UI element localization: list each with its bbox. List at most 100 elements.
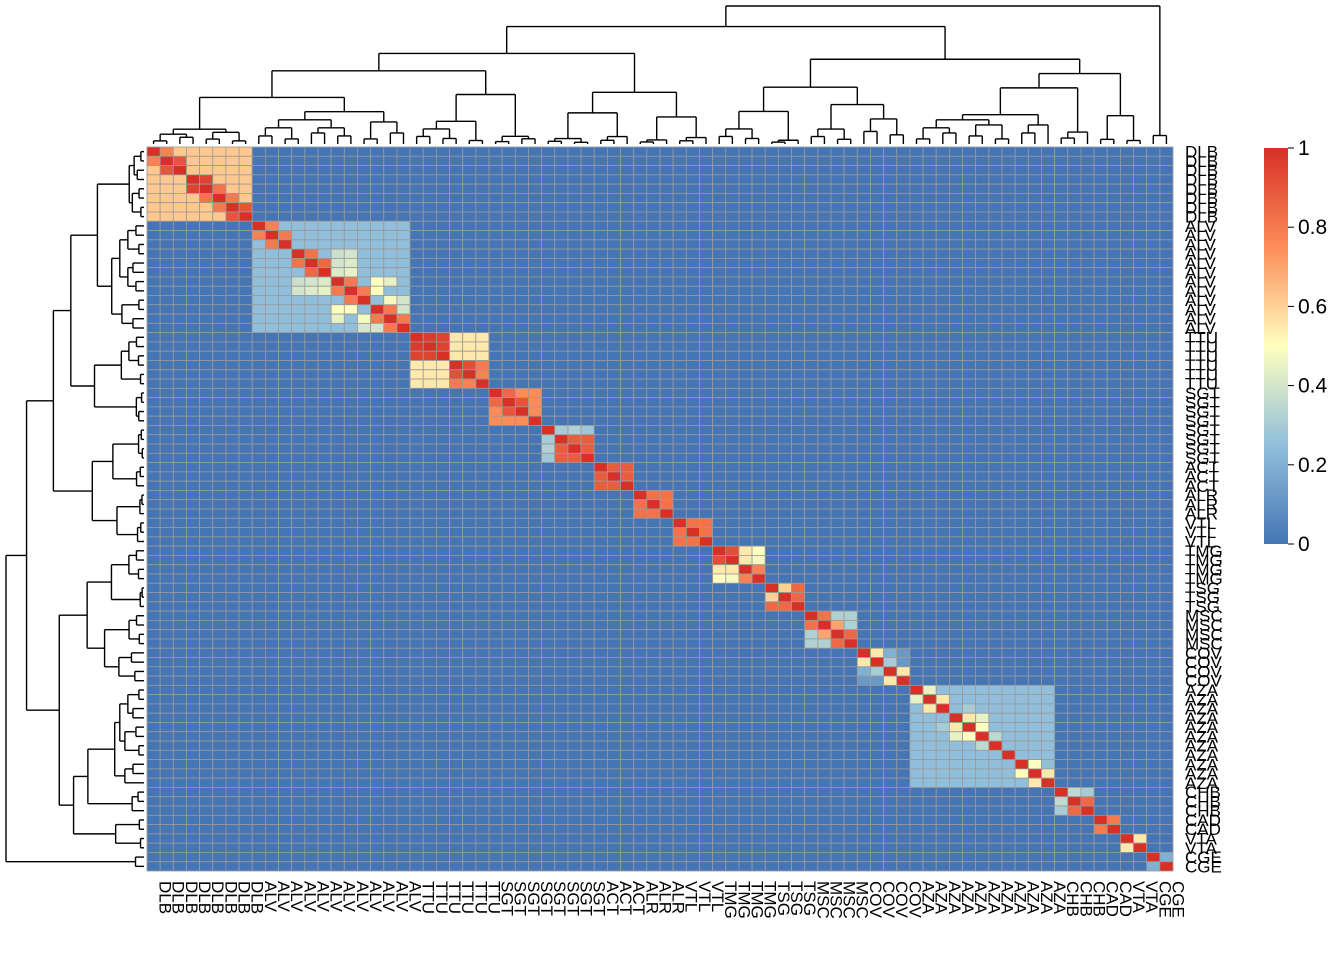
heatmap-cell xyxy=(1041,592,1056,603)
heatmap-cell xyxy=(409,183,424,194)
heatmap-cell xyxy=(449,239,464,250)
heatmap-cell xyxy=(804,332,819,343)
heatmap-cell xyxy=(777,230,792,241)
heatmap-cell xyxy=(1119,332,1134,343)
heatmap-cell xyxy=(1093,471,1108,482)
heatmap-cell xyxy=(1146,332,1161,343)
heatmap-cell xyxy=(225,536,240,547)
heatmap-cell xyxy=(751,165,766,176)
heatmap-cell xyxy=(1027,369,1042,380)
heatmap-cell xyxy=(738,573,753,584)
heatmap-cell xyxy=(409,350,424,361)
heatmap-cell xyxy=(449,564,464,575)
heatmap-cell xyxy=(514,582,529,593)
heatmap-cell xyxy=(501,480,516,491)
heatmap-cell xyxy=(791,508,806,519)
heatmap-cell xyxy=(1041,397,1056,408)
heatmap-cell xyxy=(593,332,608,343)
heatmap-cell xyxy=(975,573,990,584)
heatmap-cell xyxy=(646,378,661,389)
heatmap-cell xyxy=(396,471,411,482)
heatmap-cell xyxy=(304,415,319,426)
heatmap-cell xyxy=(804,415,819,426)
heatmap-cell xyxy=(962,545,977,556)
heatmap-cell xyxy=(370,443,385,454)
heatmap-cell xyxy=(988,564,1003,575)
heatmap-cell xyxy=(1133,555,1148,566)
heatmap-cell xyxy=(409,462,424,473)
heatmap-cell xyxy=(383,462,398,473)
heatmap-cell xyxy=(646,267,661,278)
heatmap-cell xyxy=(488,471,503,482)
heatmap-cell xyxy=(501,165,516,176)
heatmap-cell xyxy=(699,313,714,324)
heatmap-cell xyxy=(843,452,858,463)
heatmap-cell xyxy=(935,220,950,231)
heatmap-cell xyxy=(948,480,963,491)
heatmap-cell xyxy=(435,647,450,658)
heatmap-cell xyxy=(1001,452,1016,463)
heatmap-cell xyxy=(856,193,871,204)
heatmap-cell xyxy=(764,462,779,473)
heatmap-cell xyxy=(251,425,266,436)
heatmap-cell xyxy=(475,193,490,204)
heatmap-cell xyxy=(1027,425,1042,436)
heatmap-cell xyxy=(212,397,227,408)
heatmap-cell xyxy=(370,527,385,538)
heatmap-cell xyxy=(830,564,845,575)
heatmap-cell xyxy=(317,462,332,473)
heatmap-cell xyxy=(883,499,898,510)
heatmap-cell xyxy=(238,248,253,259)
heatmap-cell xyxy=(856,480,871,491)
heatmap-cell xyxy=(357,666,372,677)
heatmap-cell xyxy=(159,193,174,204)
heatmap-cell xyxy=(1146,239,1161,250)
heatmap-cell xyxy=(1119,360,1134,371)
heatmap-cell xyxy=(501,202,516,213)
heatmap-cell xyxy=(488,341,503,352)
heatmap-cell xyxy=(1093,527,1108,538)
heatmap-cell xyxy=(830,666,845,677)
heatmap-cell xyxy=(357,471,372,482)
heatmap-cell xyxy=(159,350,174,361)
heatmap-cell xyxy=(172,499,187,510)
heatmap-cell xyxy=(1001,619,1016,631)
heatmap-cell xyxy=(396,499,411,510)
heatmap-cell xyxy=(883,675,898,686)
heatmap-cell xyxy=(883,582,898,593)
heatmap-cell xyxy=(238,230,253,241)
heatmap-cell xyxy=(514,202,529,213)
heatmap-cell xyxy=(278,517,293,528)
heatmap-cell xyxy=(870,638,885,649)
heatmap-cell xyxy=(317,406,332,417)
heatmap-cell xyxy=(1159,666,1174,677)
heatmap-cell xyxy=(1054,387,1069,399)
heatmap-cell xyxy=(1080,471,1095,482)
heatmap-cell xyxy=(962,508,977,519)
heatmap-cell xyxy=(186,471,201,482)
heatmap-cell xyxy=(225,490,240,501)
heatmap-cell xyxy=(199,657,214,668)
heatmap-cell xyxy=(764,230,779,241)
heatmap-cell xyxy=(988,666,1003,677)
heatmap-cell xyxy=(896,360,911,371)
heatmap-cell xyxy=(620,202,635,213)
heatmap-cell xyxy=(409,378,424,389)
heatmap-cell xyxy=(172,322,187,334)
heatmap-cell xyxy=(685,276,700,287)
heatmap-cell xyxy=(422,304,437,315)
heatmap-cell xyxy=(251,462,266,473)
heatmap-cell xyxy=(304,666,319,677)
heatmap-cell xyxy=(791,202,806,213)
heatmap-cell xyxy=(672,174,687,185)
heatmap-cell xyxy=(699,443,714,454)
heatmap-cell xyxy=(870,304,885,315)
heatmap-cell xyxy=(659,610,674,621)
heatmap-cell xyxy=(1067,193,1082,204)
heatmap-cell xyxy=(212,499,227,510)
heatmap-cell xyxy=(777,146,792,157)
heatmap-cell xyxy=(817,573,832,584)
heatmap-cell xyxy=(962,397,977,408)
heatmap-cell xyxy=(488,183,503,194)
heatmap-cell xyxy=(1146,248,1161,259)
